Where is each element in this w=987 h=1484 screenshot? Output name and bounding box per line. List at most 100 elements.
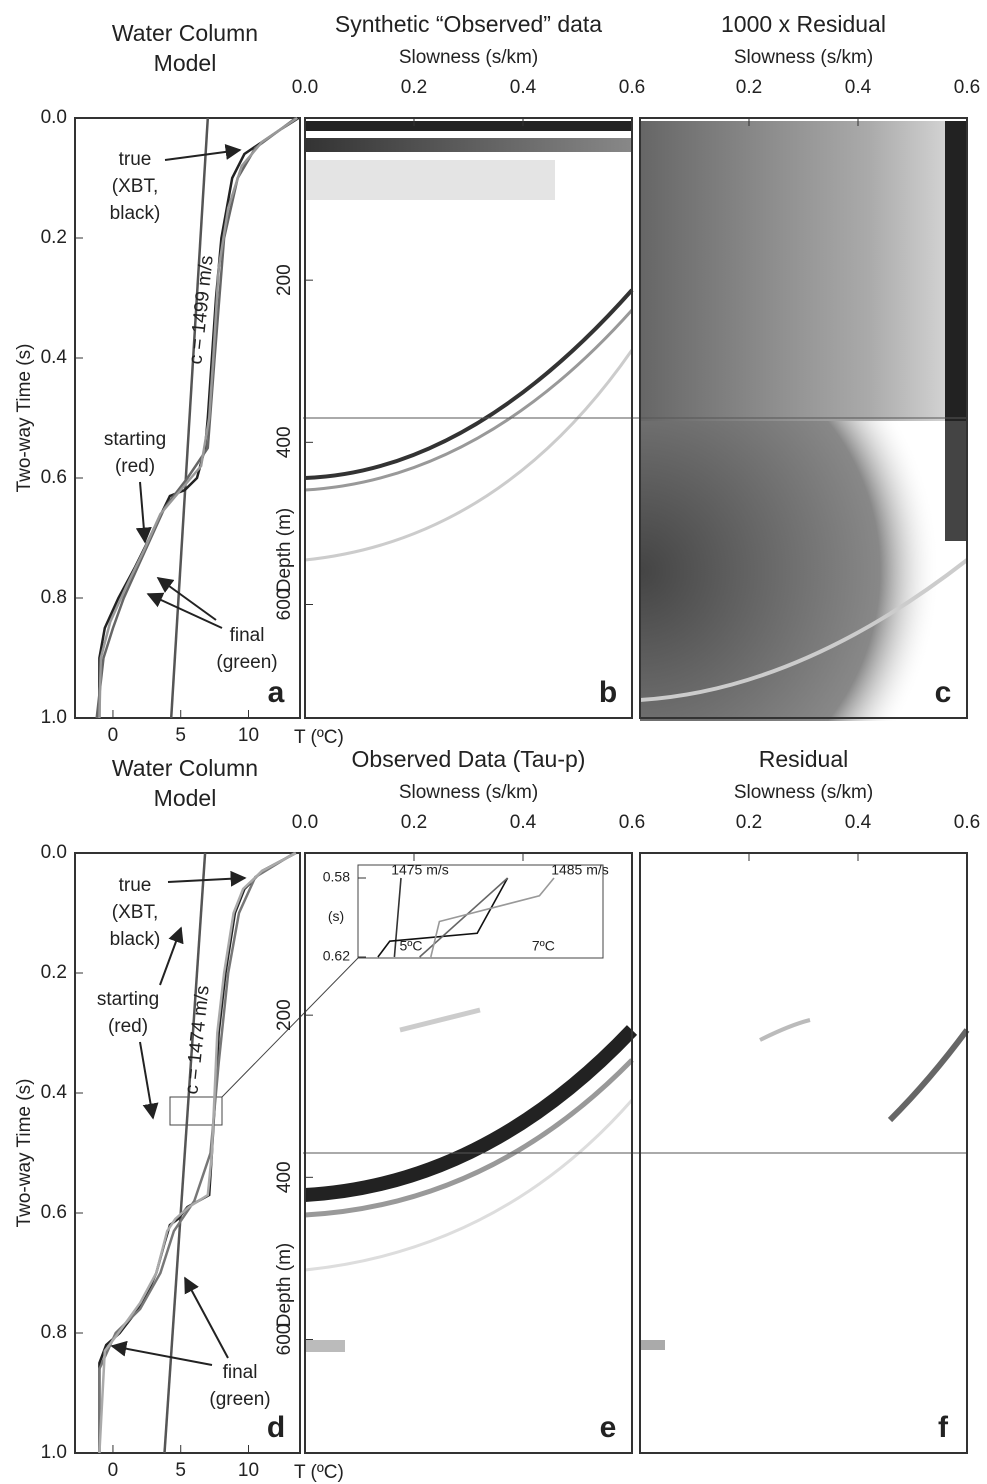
profile-line [430, 877, 555, 958]
y-tick-label: 600 [274, 589, 295, 621]
x-tick-label: 5ºC [399, 938, 422, 954]
y-tick-label: 0.2 [41, 227, 67, 248]
y-tick-label: 0.58 [323, 869, 350, 885]
x-tick-label: 0.2 [736, 812, 762, 833]
y-tick-label: 200 [274, 999, 295, 1031]
panel-title: Residual [759, 746, 849, 772]
y-tick-label: 0.4 [41, 1082, 68, 1103]
x-axis-label: T (ºC) [294, 727, 344, 748]
x-tick-label: 0.0 [292, 77, 318, 98]
panel-title: Synthetic “Observed” data [335, 11, 602, 37]
y-tick-label: 0.62 [323, 948, 350, 964]
panel-title: Water Column Model [111, 755, 259, 811]
x-tick-label: 0.4 [845, 77, 872, 98]
profile-line [98, 851, 296, 1453]
panel-frame [74, 852, 301, 1454]
annotation: black) [110, 203, 161, 224]
panel-frame [304, 117, 633, 719]
y-tick-label: 600 [274, 1324, 295, 1356]
image-b [304, 121, 634, 562]
panel-letter: d [267, 1411, 285, 1444]
y-tick-label: 1.0 [41, 1442, 67, 1463]
x-axis-label: Slowness (s/km) [399, 782, 538, 803]
x-tick-label: 0.4 [510, 812, 537, 833]
profile-line [163, 852, 207, 1454]
y-tick-label: 1.0 [41, 707, 67, 728]
annotation: starting [104, 429, 166, 450]
x-axis-label: Slowness (s/km) [399, 47, 538, 68]
annotation: starting [97, 989, 159, 1010]
x-tick-label: 0.6 [619, 812, 645, 833]
x-tick-label: 0.0 [292, 812, 318, 833]
panel-title: Water Column Model [111, 20, 259, 76]
x-tick-label: 0.2 [401, 77, 427, 98]
panel-letter: f [938, 1411, 949, 1444]
annotation: true [119, 149, 152, 170]
annotation: black) [110, 929, 161, 950]
x-axis-label: T (ºC) [294, 1462, 344, 1483]
profile-line [393, 877, 402, 958]
annotation: (red) [115, 456, 155, 477]
panel-letter: a [268, 676, 285, 709]
y-axis-label: Depth (m) [274, 508, 295, 592]
panel-title: Water Column Model [111, 755, 259, 811]
y-tick-label: 0.8 [41, 587, 67, 608]
annotation-arrow [164, 143, 242, 161]
reference-lines [303, 417, 967, 1154]
annotation: final [223, 1362, 258, 1383]
image-c [639, 121, 969, 721]
y-tick-label: 0.4 [41, 347, 68, 368]
zoom-box [169, 864, 604, 1126]
profile-line [169, 117, 210, 719]
y-axis-label: (s) [328, 908, 344, 924]
y-tick-label: 0.0 [41, 842, 67, 863]
annotation: 1475 m/s [391, 862, 449, 878]
annotation: final [230, 625, 265, 646]
y-axis-label: Two-way Time (s) [14, 1079, 35, 1228]
panel-frame [639, 117, 968, 719]
x-tick-label: 7ºC [532, 938, 555, 954]
annotation: 1485 m/s [551, 862, 609, 878]
annotation-arrow [167, 870, 247, 887]
annotation-arrow [159, 926, 184, 986]
panel-title: 1000 x Residual [721, 11, 886, 37]
panel-letter: c [935, 676, 952, 709]
profile-line [377, 877, 509, 958]
y-tick-label: 0.2 [41, 962, 67, 983]
x-tick-label: 0.4 [510, 77, 537, 98]
x-tick-label: 0 [108, 1460, 119, 1481]
x-axis-label: Slowness (s/km) [734, 782, 873, 803]
panel-letter: b [599, 676, 617, 709]
annotation-arrow [135, 481, 152, 544]
annotation: (XBT, [112, 902, 158, 923]
profile-line [98, 851, 297, 1454]
x-tick-label: 0.2 [736, 77, 762, 98]
y-tick-label: 0.0 [41, 107, 67, 128]
x-tick-label: 10 [238, 1460, 259, 1481]
panel-frame [74, 117, 301, 719]
annotation: (XBT, [112, 176, 158, 197]
x-tick-label: 0.6 [954, 812, 980, 833]
annotation-arrow [110, 1340, 213, 1366]
x-tick-label: 5 [175, 725, 186, 746]
x-axis-label: Slowness (s/km) [734, 47, 873, 68]
y-tick-label: 200 [274, 264, 295, 296]
x-tick-label: 0.6 [619, 77, 645, 98]
image-f [640, 1018, 970, 1350]
x-tick-label: 5 [175, 1460, 186, 1481]
x-tick-label: 10 [238, 725, 259, 746]
annotation-arrow [146, 592, 223, 629]
panel-title: Water Column Model [111, 20, 259, 76]
annotation-arrow [156, 577, 217, 621]
y-tick-label: 0.8 [41, 1322, 67, 1343]
y-axis-label: Two-way Time (s) [14, 344, 35, 493]
panel-frame [639, 852, 968, 1454]
annotation-arrow [139, 1041, 159, 1120]
y-axis-label: Depth (m) [274, 1243, 295, 1327]
y-tick-label: 400 [274, 426, 295, 458]
annotation: c = 1474 m/s [181, 984, 213, 1095]
annotation: (green) [216, 652, 277, 673]
x-tick-label: 0 [108, 725, 119, 746]
panel-title: Observed Data (Tau-p) [352, 746, 586, 772]
